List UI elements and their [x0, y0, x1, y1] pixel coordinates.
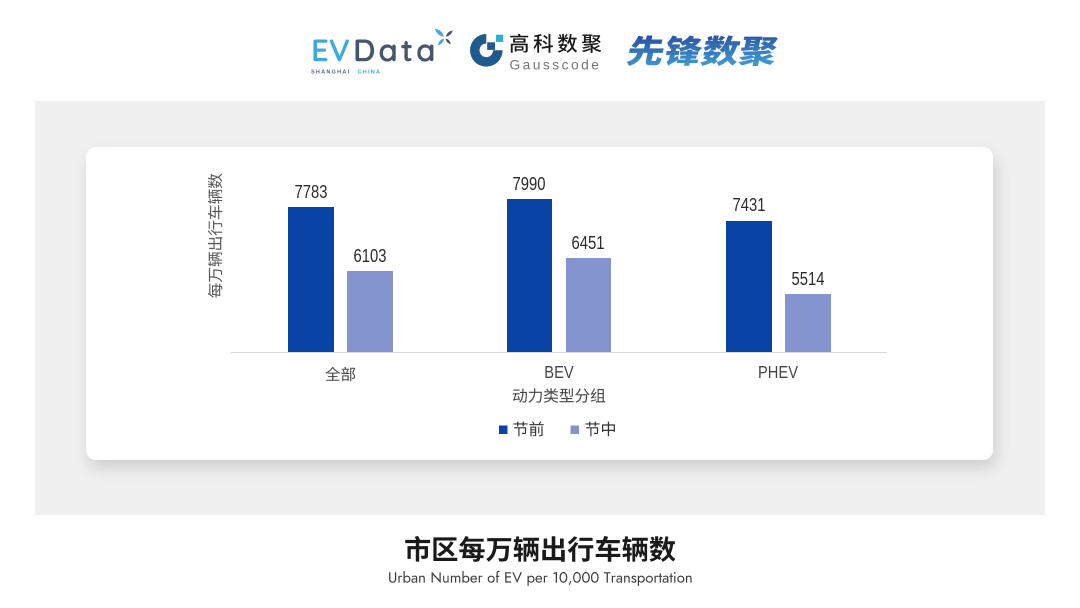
svg-text:CHINA: CHINA: [358, 70, 382, 76]
svg-text:Gausscode: Gausscode: [510, 58, 602, 73]
svg-text:SHANGHAI: SHANGHAI: [311, 70, 350, 76]
